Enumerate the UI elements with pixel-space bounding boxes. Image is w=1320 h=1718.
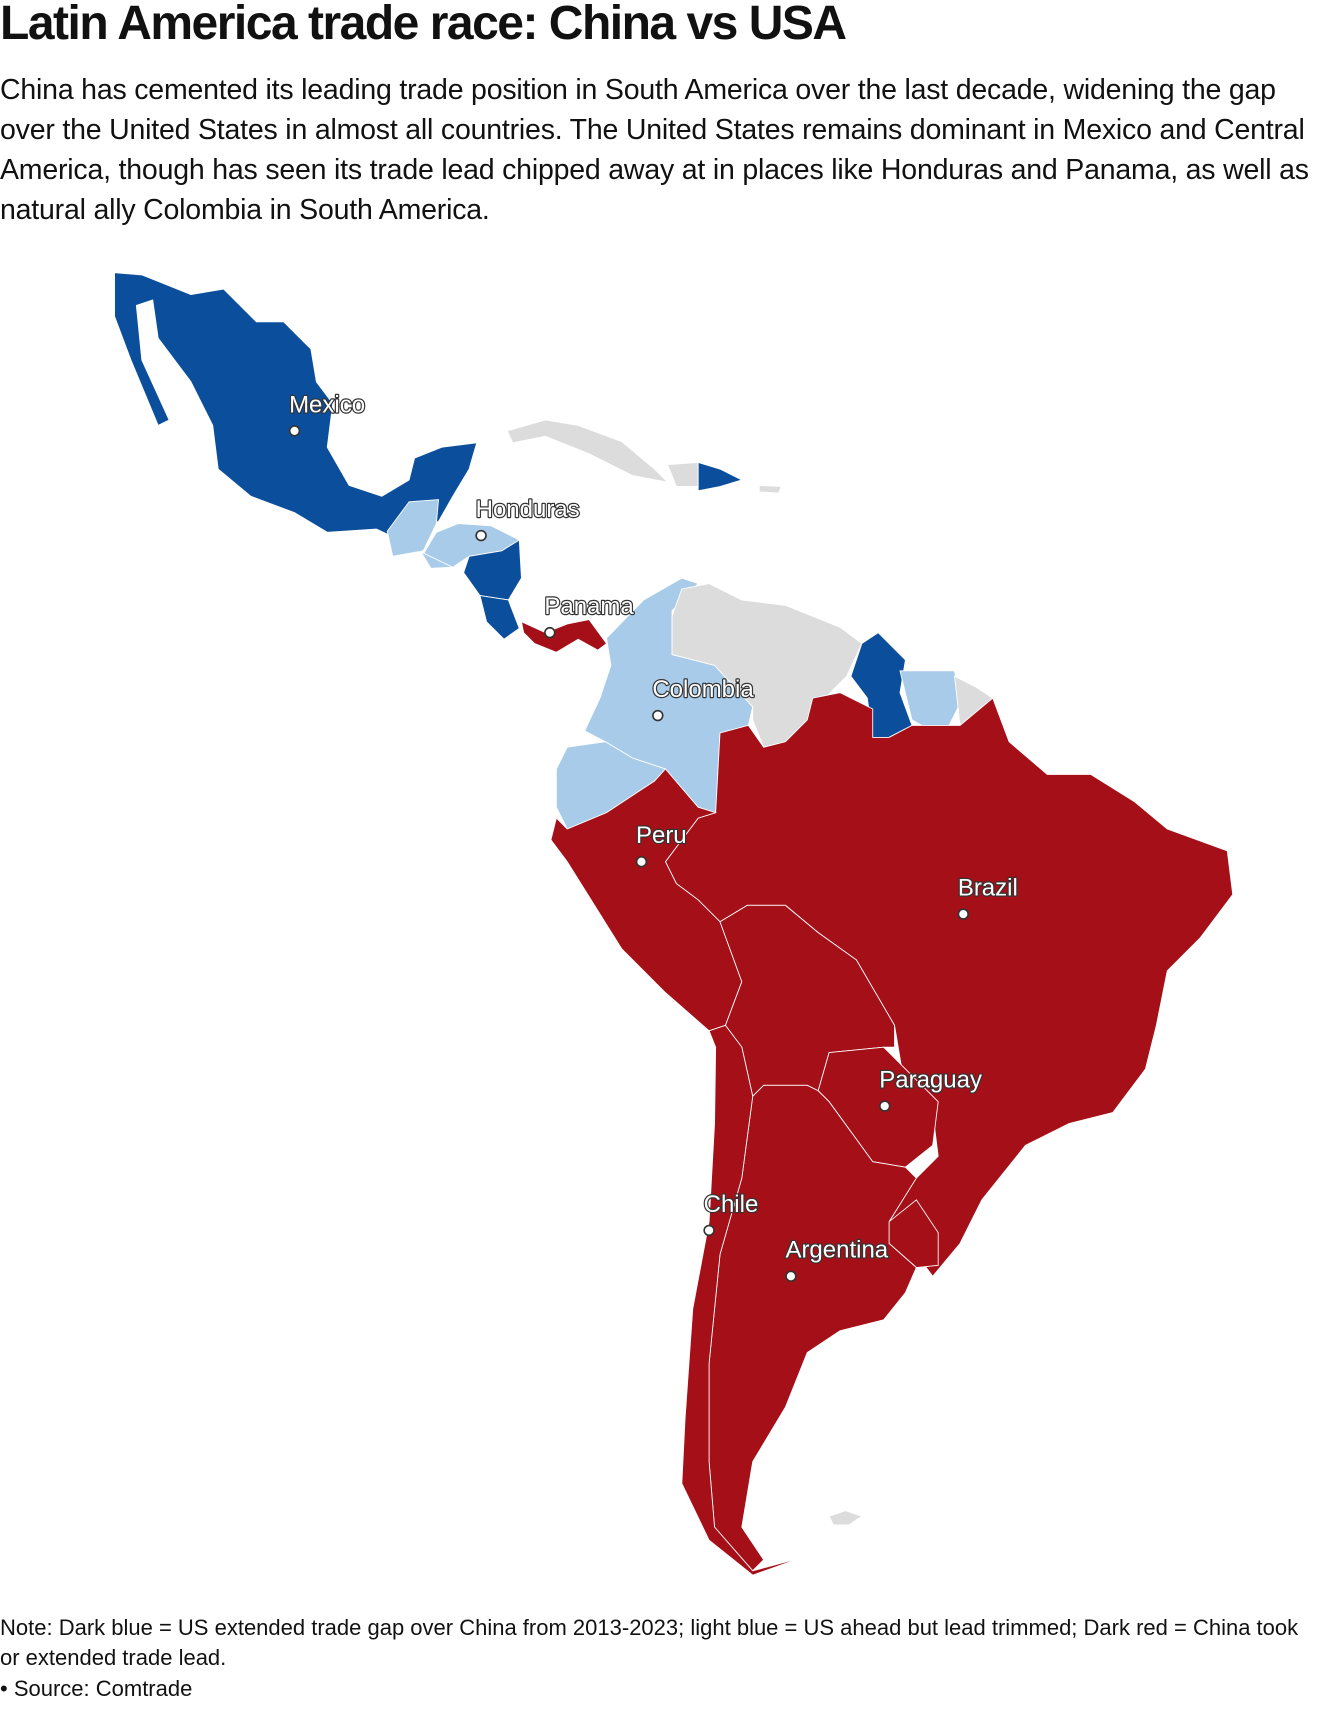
country-cuba bbox=[506, 419, 669, 483]
city-dot-honduras bbox=[475, 529, 487, 542]
label-brazil: Brazil bbox=[958, 875, 1018, 902]
label-panama: Panama bbox=[544, 593, 634, 620]
country-chile bbox=[681, 1024, 802, 1576]
label-argentina: Argentina bbox=[785, 1237, 888, 1264]
label-mexico: Mexico bbox=[289, 391, 365, 418]
city-dot-panama bbox=[544, 626, 556, 639]
city-dot-chile bbox=[703, 1224, 715, 1237]
country-nicaragua bbox=[463, 539, 522, 601]
chart-source: • Source: Comtrade bbox=[0, 1676, 193, 1701]
chart-description: China has cemented its leading trade pos… bbox=[0, 74, 1309, 226]
country-el-salvador bbox=[419, 550, 453, 569]
label-paraguay: Paraguay bbox=[879, 1067, 982, 1094]
country-mexico bbox=[114, 272, 478, 538]
city-dot-peru bbox=[635, 856, 648, 868]
city-dot-argentina bbox=[785, 1270, 797, 1282]
country-dominican-republic bbox=[697, 461, 743, 492]
country-puerto-rico bbox=[758, 484, 782, 494]
city-dot-colombia bbox=[652, 709, 664, 722]
city-dot-paraguay bbox=[878, 1100, 891, 1112]
label-colombia: Colombia bbox=[652, 676, 754, 703]
chart-note: Note: Dark blue = US extended trade gap … bbox=[0, 1615, 1299, 1670]
country-peru bbox=[550, 768, 743, 1032]
city-dot-mexico bbox=[288, 425, 301, 437]
chart-title: Latin America trade race: China vs USA bbox=[0, 0, 847, 50]
label-peru: Peru bbox=[636, 822, 687, 849]
city-dot-brazil bbox=[957, 908, 969, 920]
country-panama bbox=[520, 619, 608, 653]
country-costa-rica bbox=[479, 595, 520, 640]
country-guatemala bbox=[386, 499, 440, 557]
label-honduras: Honduras bbox=[476, 496, 580, 523]
country-labels: Mexico Honduras Panama Colombia Peru Brazil Pa… bbox=[288, 390, 1019, 1282]
label-chile: Chile bbox=[704, 1191, 759, 1218]
country-shapes bbox=[114, 272, 1234, 1576]
country-falkland-islands bbox=[828, 1510, 863, 1526]
country-haiti bbox=[667, 462, 699, 487]
